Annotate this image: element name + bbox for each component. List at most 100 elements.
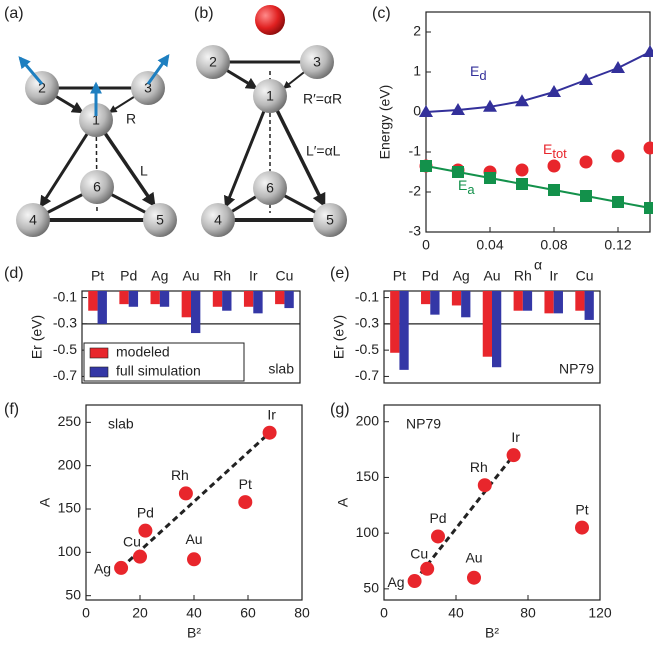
y-tick-label: 150 bbox=[58, 500, 82, 516]
category-label: Pt bbox=[393, 268, 406, 284]
marker bbox=[644, 202, 653, 214]
bar bbox=[212, 291, 223, 307]
point-label: Ag bbox=[387, 574, 404, 590]
marker bbox=[419, 105, 433, 117]
atom bbox=[313, 203, 347, 237]
category-label: Au bbox=[483, 268, 500, 284]
adsorbate bbox=[255, 5, 285, 35]
point bbox=[420, 561, 435, 576]
y-tick-label: -0.1 bbox=[53, 288, 77, 304]
plot-frame bbox=[425, 11, 651, 233]
y-tick-label: 50 bbox=[65, 586, 81, 602]
bar bbox=[575, 291, 585, 311]
bond-label: L′=αL bbox=[306, 143, 341, 159]
bar bbox=[461, 291, 471, 318]
y-tick-label: -0.1 bbox=[355, 288, 379, 304]
marker bbox=[643, 141, 653, 155]
category-label: Pd bbox=[422, 268, 439, 284]
legend-label: full simulation bbox=[116, 363, 201, 379]
bar bbox=[390, 291, 400, 353]
y-tick-label: 200 bbox=[356, 412, 380, 428]
atom-label: 2 bbox=[209, 54, 217, 70]
bar bbox=[421, 291, 431, 305]
x-tick-label: 40 bbox=[448, 605, 464, 621]
atom bbox=[16, 203, 50, 237]
bond-label: R bbox=[126, 111, 136, 127]
category-label: Rh bbox=[213, 268, 231, 284]
bar bbox=[482, 291, 492, 357]
y-tick-label: 100 bbox=[58, 543, 82, 559]
bar bbox=[128, 291, 139, 307]
fit-line bbox=[120, 431, 271, 570]
marker bbox=[547, 85, 561, 97]
panel-label: (f) bbox=[4, 401, 19, 418]
bar bbox=[88, 291, 98, 311]
atom bbox=[80, 170, 114, 204]
panel-label: (g) bbox=[330, 401, 350, 418]
y-tick-label: 2 bbox=[413, 23, 421, 39]
series-line bbox=[425, 51, 651, 113]
x-tick-label: 0.08 bbox=[540, 237, 567, 253]
marker bbox=[451, 103, 465, 115]
y-tick-label: -2 bbox=[409, 183, 422, 199]
point bbox=[575, 520, 589, 535]
point-label: Ir bbox=[511, 429, 520, 445]
annotation: NP79 bbox=[406, 416, 441, 432]
marker bbox=[579, 73, 593, 85]
x-tick-label: 80 bbox=[294, 605, 310, 621]
category-label: Ag bbox=[151, 268, 168, 284]
bar bbox=[253, 291, 263, 314]
point-label: Ag bbox=[94, 561, 111, 577]
x-tick-label: 0 bbox=[380, 605, 388, 621]
atom bbox=[79, 103, 113, 137]
marker bbox=[611, 61, 625, 73]
x-tick-label: 40 bbox=[186, 605, 202, 621]
displacement-arrow bbox=[18, 56, 44, 85]
panel-label: (c) bbox=[372, 5, 391, 22]
atom bbox=[196, 45, 230, 79]
marker bbox=[516, 178, 528, 190]
atom-label: 1 bbox=[266, 88, 274, 104]
atom bbox=[131, 71, 165, 105]
legend-swatch bbox=[89, 366, 109, 378]
atom-label: 4 bbox=[214, 212, 222, 228]
atom bbox=[300, 45, 334, 79]
legend-box bbox=[83, 342, 245, 382]
x-axis-label: α bbox=[534, 257, 542, 273]
y-axis-label: Er (eV) bbox=[29, 315, 45, 359]
point bbox=[407, 574, 422, 589]
bar bbox=[275, 291, 285, 305]
y-tick-label: -0.5 bbox=[53, 341, 77, 357]
bar bbox=[181, 291, 191, 318]
y-tick-label: -0.5 bbox=[355, 341, 379, 357]
bar bbox=[584, 291, 594, 320]
marker bbox=[452, 166, 464, 178]
point-label: Cu bbox=[410, 546, 428, 562]
point bbox=[114, 560, 129, 575]
annotation: slab bbox=[268, 361, 294, 377]
point bbox=[178, 486, 193, 501]
marker bbox=[611, 149, 625, 163]
panel-label: (d) bbox=[4, 265, 24, 282]
marker bbox=[579, 155, 593, 169]
point-label: Pd bbox=[429, 510, 446, 526]
x-tick-label: 0.04 bbox=[476, 237, 503, 253]
legend-swatch bbox=[89, 347, 109, 359]
category-label: Cu bbox=[275, 268, 293, 284]
category-label: Pt bbox=[91, 268, 104, 284]
series-label: Ea bbox=[458, 177, 475, 198]
category-label: Au bbox=[182, 268, 199, 284]
category-label: Ir bbox=[249, 268, 258, 284]
annotation: slab bbox=[108, 416, 134, 432]
marker bbox=[612, 196, 624, 208]
panel-label: (e) bbox=[330, 265, 350, 282]
marker bbox=[484, 172, 496, 184]
panel-label: (b) bbox=[194, 5, 214, 22]
bar bbox=[544, 291, 554, 314]
point-label: Ir bbox=[267, 406, 276, 422]
point-label: Cu bbox=[123, 533, 141, 549]
series-label: Ed bbox=[470, 63, 487, 84]
plot-frame bbox=[383, 404, 601, 601]
atom-label: 5 bbox=[156, 212, 164, 228]
